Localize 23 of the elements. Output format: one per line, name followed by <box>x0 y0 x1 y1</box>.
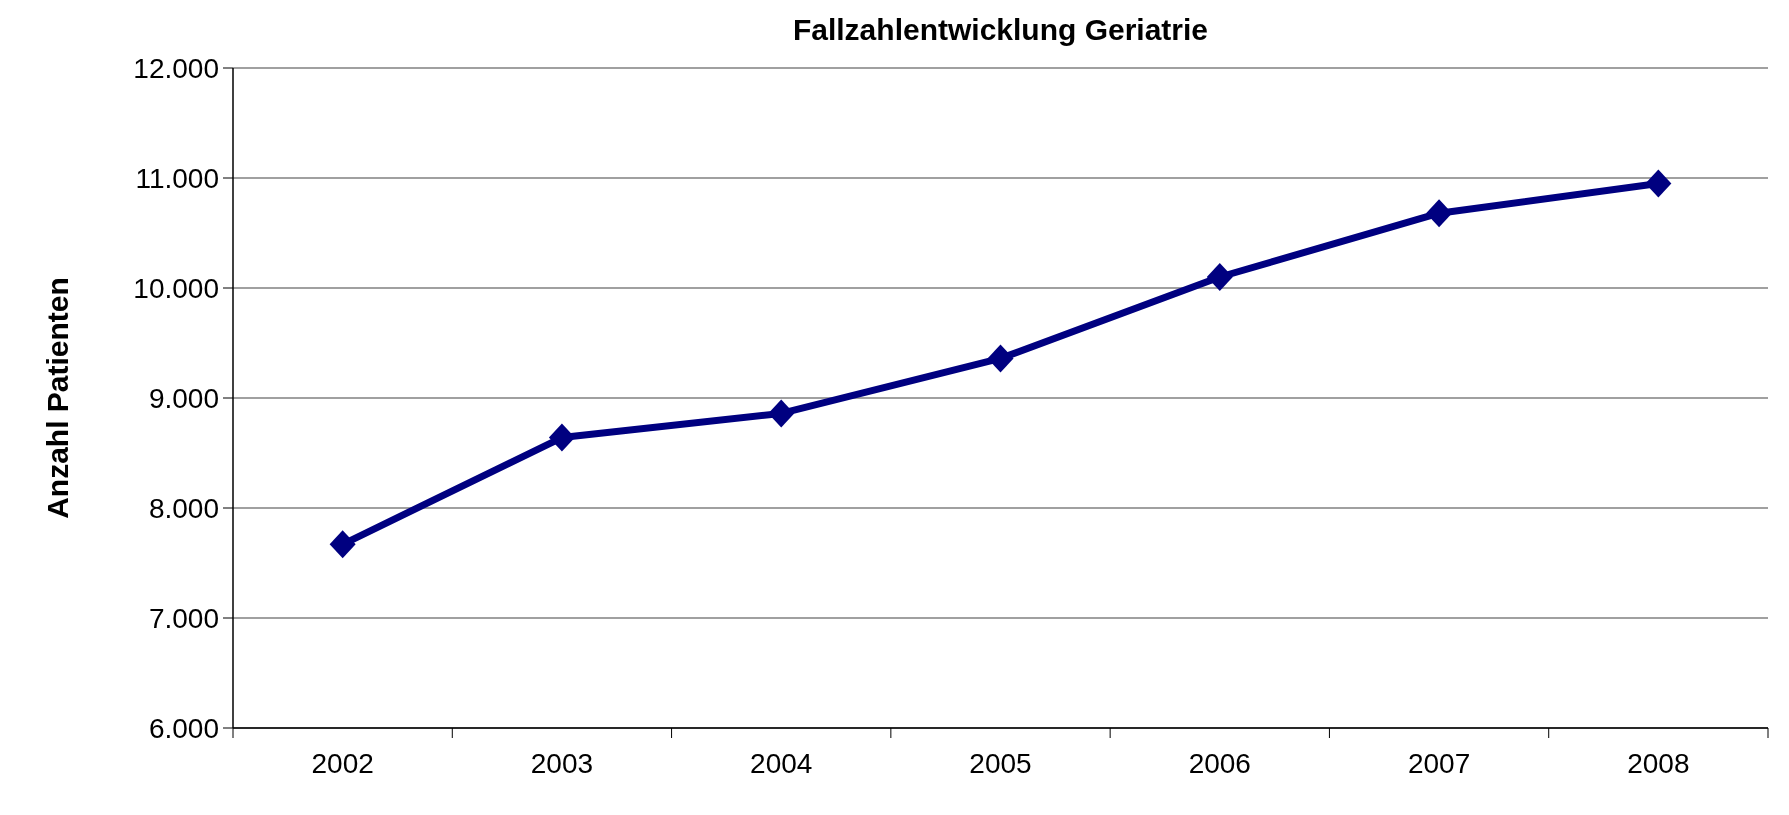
point <box>329 530 356 559</box>
y-tick-label: 11.000 <box>135 162 219 194</box>
point <box>548 423 575 452</box>
point <box>1645 169 1672 198</box>
y-tick-label: 7.000 <box>148 602 219 634</box>
y-tick-label: 9.000 <box>148 382 219 414</box>
point <box>1426 199 1453 228</box>
point <box>987 344 1014 373</box>
x-tick-label: 2007 <box>1407 748 1471 779</box>
point <box>768 399 795 428</box>
y-tick-label: 10.000 <box>133 272 219 304</box>
x-tick-label: 2004 <box>750 748 813 779</box>
x-tick-label: 2008 <box>1627 748 1690 779</box>
chart-title: Fallzahlentwicklung Geriatrie <box>792 13 1209 46</box>
y-tick-label: 8.000 <box>148 492 219 524</box>
x-tick-label: 2006 <box>1188 748 1251 779</box>
x-tick-label: 2003 <box>530 748 594 779</box>
y-tick-label: 6.000 <box>148 712 219 744</box>
x-tick-label: 2002 <box>311 748 374 779</box>
point <box>1206 263 1233 291</box>
y-tick-label: 12.000 <box>133 52 219 84</box>
x-tick-label: 2005 <box>969 748 1032 779</box>
y-axis-title: Anzahl Patienten <box>41 277 74 519</box>
